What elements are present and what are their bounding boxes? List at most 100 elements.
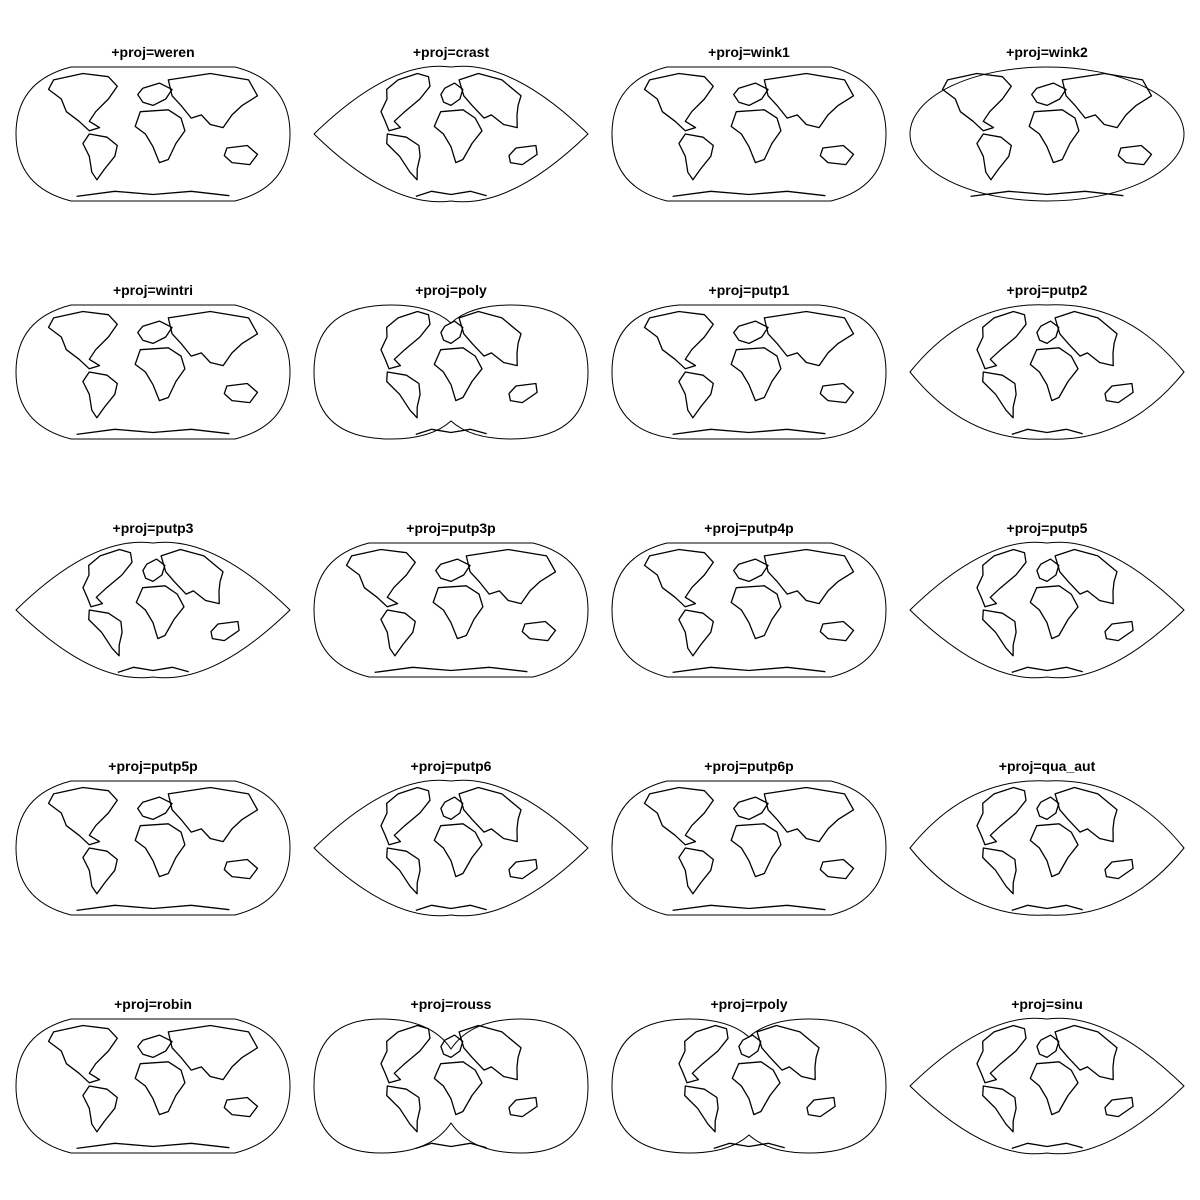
coastline: [435, 558, 471, 583]
coastline: [733, 82, 769, 107]
coastline: [134, 109, 186, 164]
map-canvas: [909, 1017, 1185, 1155]
projection-panel: +proj=rouss: [302, 952, 600, 1190]
coastline: [678, 1024, 729, 1084]
coastline: [521, 620, 557, 642]
projection-panel: +proj=putp3p: [302, 476, 600, 714]
coastline: [733, 320, 769, 345]
projection-panel: +proj=rpoly: [600, 952, 898, 1190]
coastline: [508, 382, 538, 404]
projection-outline: [15, 66, 291, 202]
coastline: [672, 428, 826, 436]
coastline: [76, 904, 230, 912]
projection-title: +proj=putp6p: [704, 758, 794, 774]
coastline: [976, 786, 1027, 846]
projection-outline: [909, 541, 1185, 679]
map-canvas: [313, 542, 589, 678]
coastline: [137, 796, 173, 821]
projection-title: +proj=putp4p: [704, 520, 794, 536]
coastline: [763, 786, 855, 843]
coastline: [976, 133, 1012, 181]
projection-panel: +proj=wink1: [600, 0, 898, 238]
coastline: [433, 1061, 483, 1116]
coastline: [1031, 82, 1067, 107]
coastline: [458, 310, 522, 367]
projection-outline: [611, 66, 887, 202]
projection-title: +proj=putp1: [708, 282, 790, 298]
map-canvas: [611, 780, 887, 916]
projection-panel: +proj=qua_aut: [898, 714, 1196, 952]
projection-title: +proj=wink2: [1006, 44, 1088, 60]
projection-outline: [15, 541, 291, 679]
coastline: [386, 847, 421, 895]
coastline: [76, 1142, 230, 1150]
coastline: [508, 1096, 538, 1118]
coastline: [982, 847, 1017, 895]
coastline: [386, 371, 421, 419]
projection-outline: [15, 304, 291, 440]
map-canvas: [15, 780, 291, 916]
coastline: [380, 609, 416, 657]
projection-title: +proj=wink1: [708, 44, 790, 60]
coastline: [415, 428, 487, 436]
projection-outline: [909, 780, 1185, 916]
map-canvas: [909, 541, 1185, 679]
coastline: [1054, 786, 1118, 843]
coastline: [137, 1034, 173, 1059]
coastline: [1061, 72, 1153, 129]
projection-panel: +proj=putp2: [898, 238, 1196, 476]
coastline: [433, 109, 483, 164]
coastline: [1104, 858, 1134, 880]
projection-panel: +proj=wintri: [4, 238, 302, 476]
coastline: [819, 144, 855, 166]
coastline: [819, 620, 855, 642]
projection-outline: [313, 542, 589, 678]
projection-title: +proj=putp6: [410, 758, 492, 774]
coastline: [976, 548, 1027, 608]
coastline: [88, 609, 123, 657]
coastline: [76, 428, 230, 436]
coastline: [982, 371, 1017, 419]
coastline: [643, 72, 714, 132]
coastline: [386, 133, 421, 181]
coastline: [210, 620, 240, 642]
coastline: [47, 1024, 118, 1084]
coastline: [1036, 320, 1060, 345]
projection-title: +proj=putp3p: [406, 520, 496, 536]
coastline: [117, 666, 189, 674]
map-canvas: [611, 66, 887, 202]
coastline: [976, 1024, 1027, 1084]
projection-outline: [611, 542, 887, 678]
coastline: [345, 548, 416, 608]
coastline: [380, 72, 431, 132]
projection-title: +proj=putp5p: [108, 758, 198, 774]
coastline: [731, 1061, 781, 1116]
coastline: [135, 585, 185, 640]
coastline: [47, 786, 118, 846]
projection-panel: +proj=putp5p: [4, 714, 302, 952]
coastline: [374, 666, 528, 674]
coastline: [433, 823, 483, 878]
projection-outline: [909, 66, 1185, 202]
projection-title: +proj=rpoly: [710, 996, 788, 1012]
coastline: [678, 133, 714, 181]
coastline: [167, 72, 259, 129]
map-canvas: [15, 541, 291, 679]
coastline: [415, 1142, 487, 1150]
coastline: [672, 190, 826, 198]
coastline: [134, 347, 186, 402]
coastline: [643, 548, 714, 608]
coastline: [47, 72, 118, 132]
projection-panel: +proj=putp5: [898, 476, 1196, 714]
coastline: [756, 1024, 820, 1081]
coastline: [432, 585, 484, 640]
projection-title: +proj=putp3: [112, 520, 194, 536]
projection-panel: +proj=crast: [302, 0, 600, 238]
coastline: [1011, 1142, 1083, 1150]
coastline: [1036, 1034, 1060, 1059]
coastline: [733, 796, 769, 821]
coastline: [380, 786, 431, 846]
coastline: [763, 548, 855, 605]
coastline: [167, 786, 259, 843]
map-canvas: [15, 66, 291, 202]
